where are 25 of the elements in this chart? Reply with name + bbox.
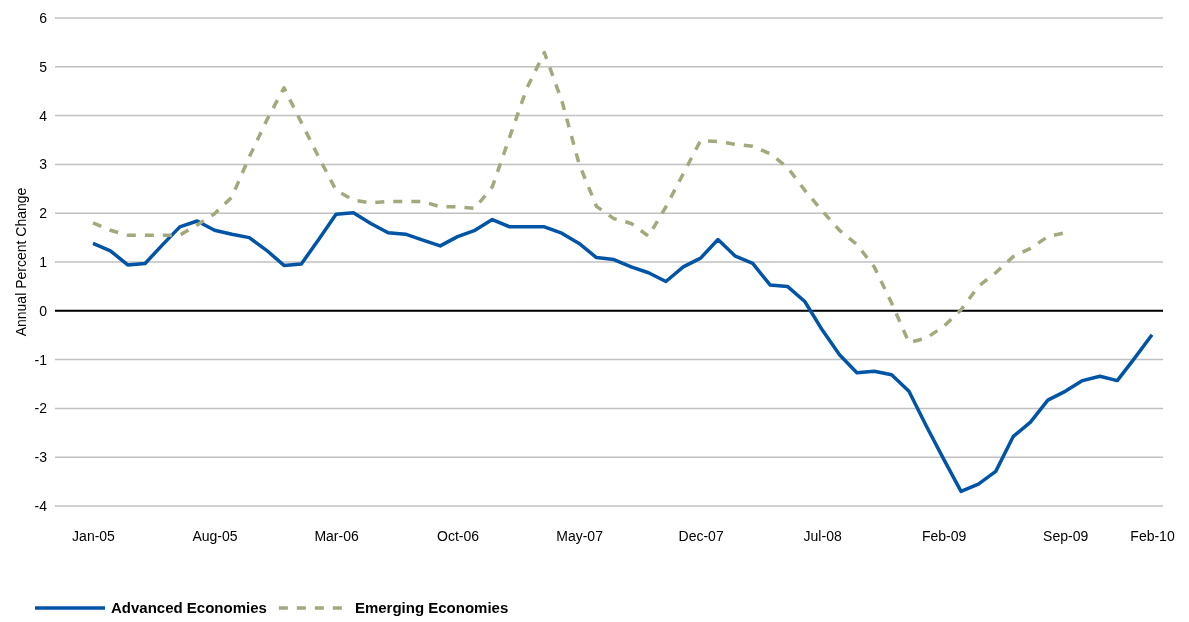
x-tick-label: Aug-05: [192, 527, 238, 544]
y-tick-label: 1: [39, 253, 48, 270]
x-tick-label: Feb-10: [1130, 527, 1175, 544]
y-tick-label: 3: [39, 156, 48, 173]
legend-label: Emerging Economies: [354, 599, 509, 616]
y-tick-label: 5: [39, 58, 48, 75]
x-tick-label: Oct-06: [437, 527, 480, 544]
y-tick-label: 2: [39, 205, 48, 222]
x-tick-label: Sep-09: [1043, 527, 1089, 544]
x-tick-label: Jul-08: [803, 527, 842, 544]
y-axis-title: Annual Percent Change: [13, 187, 29, 337]
y-tick-label: 4: [39, 107, 48, 124]
y-tick-label: 6: [39, 9, 48, 26]
x-tick-label: Dec-07: [678, 527, 724, 544]
y-tick-label: -1: [34, 351, 48, 368]
y-tick-label: -4: [34, 497, 48, 514]
y-tick-label: -2: [34, 400, 48, 417]
y-tick-label: 0: [39, 302, 48, 319]
line-series: [91, 210, 1154, 494]
x-tick-label: Feb-09: [921, 527, 967, 544]
x-tick-label: Jan-05: [72, 527, 116, 544]
legend-label: Advanced Economies: [111, 599, 267, 616]
x-tick-label: May-07: [556, 527, 604, 544]
y-tick-label: -3: [34, 449, 48, 466]
x-tick-label: Mar-06: [314, 527, 359, 544]
